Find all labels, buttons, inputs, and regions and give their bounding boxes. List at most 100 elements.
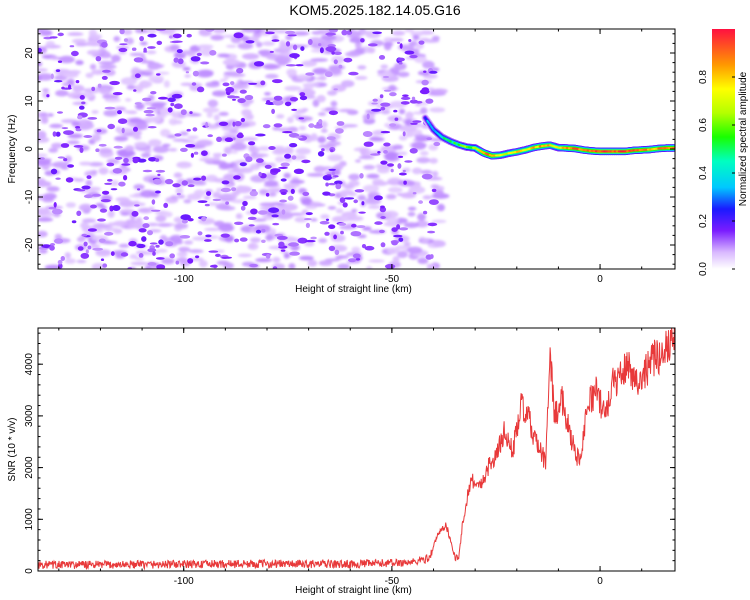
noise-blob [72, 84, 85, 93]
noise-blob [361, 201, 365, 206]
noise-blob [49, 36, 58, 39]
noise-blob [431, 170, 439, 177]
snr-y-axis-label: SNR (10 * v/v) [7, 418, 18, 482]
noise-blob [363, 141, 374, 147]
noise-blob [262, 216, 275, 220]
noise-blob [302, 82, 320, 87]
noise-blob [206, 191, 212, 196]
noise-blob [42, 88, 50, 92]
noise-blob [38, 217, 54, 222]
noise-blob [144, 100, 152, 106]
noise-blob [95, 250, 112, 257]
noise-blob [137, 158, 147, 163]
noise-blob [359, 173, 364, 179]
noise-blob [110, 251, 115, 256]
noise-blob [197, 44, 214, 49]
noise-blob [312, 99, 320, 107]
noise-blob [147, 46, 156, 49]
noise-blob [250, 153, 269, 158]
noise-blob [234, 121, 242, 127]
noise-blob [198, 260, 208, 268]
noise-blob [330, 244, 348, 252]
noise-blob [306, 173, 325, 177]
noise-blob [258, 146, 271, 151]
noise-blob [386, 217, 399, 224]
noise-blob [66, 78, 75, 85]
noise-blob [55, 89, 69, 97]
noise-blob [109, 180, 120, 187]
noise-blob [368, 259, 385, 263]
noise-blob [180, 82, 193, 87]
noise-blob [383, 150, 388, 154]
snr-y-ticks: 0 1000 2000 3000 4000 [24, 332, 675, 574]
noise-blob [74, 178, 85, 182]
noise-blob [202, 107, 220, 113]
noise-blob [280, 162, 290, 167]
noise-blob [388, 186, 403, 193]
noise-blob [224, 184, 234, 189]
noise-blob [155, 190, 161, 194]
noise-blob [82, 218, 97, 223]
noise-blob [177, 58, 184, 65]
noise-blob [49, 243, 56, 246]
noise-blob [384, 264, 396, 269]
noise-blob [118, 47, 128, 53]
noise-blob [60, 256, 65, 261]
noise-blob [378, 55, 386, 60]
noise-blob [289, 179, 305, 184]
noise-blob [171, 40, 183, 43]
noise-blob [304, 241, 315, 247]
noise-blob [155, 29, 167, 32]
noise-blob [359, 148, 368, 155]
noise-blob [222, 82, 230, 87]
noise-blob [104, 98, 122, 103]
noise-blob [287, 116, 294, 124]
noise-blob [156, 264, 166, 269]
noise-blob [393, 109, 398, 113]
noise-blob [305, 212, 313, 216]
noise-blob [390, 168, 394, 173]
noise-blob [45, 41, 55, 47]
noise-blob [247, 216, 257, 220]
noise-blob [162, 143, 171, 147]
noise-blob [195, 255, 200, 259]
noise-blob [241, 29, 259, 33]
noise-blob [183, 199, 192, 204]
noise-blob [335, 128, 344, 134]
noise-blob [204, 239, 212, 242]
noise-blob [76, 210, 82, 216]
noise-blob [100, 199, 111, 203]
noise-blob [192, 127, 198, 132]
noise-blob [126, 85, 137, 90]
noise-blob [284, 101, 292, 107]
noise-blob [402, 169, 406, 173]
noise-blob [54, 80, 63, 83]
noise-blob [307, 259, 318, 267]
noise-blob [115, 197, 130, 202]
noise-blob [248, 224, 255, 227]
noise-blob [261, 239, 266, 243]
noise-blob [398, 61, 403, 65]
noise-blob [408, 39, 412, 42]
noise-blob [271, 108, 275, 114]
noise-blob [114, 135, 129, 142]
noise-blob [310, 218, 318, 222]
noise-blob [425, 98, 434, 104]
noise-blob [431, 35, 440, 41]
noise-blob [123, 38, 129, 42]
noise-blob [147, 126, 157, 129]
noise-blob [276, 235, 288, 240]
noise-blob [218, 224, 235, 232]
noise-blob [337, 263, 350, 269]
noise-blob [288, 242, 299, 247]
noise-blob [225, 86, 235, 93]
noise-blob [147, 248, 157, 253]
noise-blob [327, 206, 337, 210]
noise-blob [281, 209, 286, 215]
noise-blob [386, 194, 397, 200]
noise-blob [223, 262, 234, 269]
noise-blob [179, 131, 189, 136]
noise-blob [412, 120, 422, 123]
noise-blob [239, 237, 248, 242]
noise-blob [146, 222, 159, 227]
